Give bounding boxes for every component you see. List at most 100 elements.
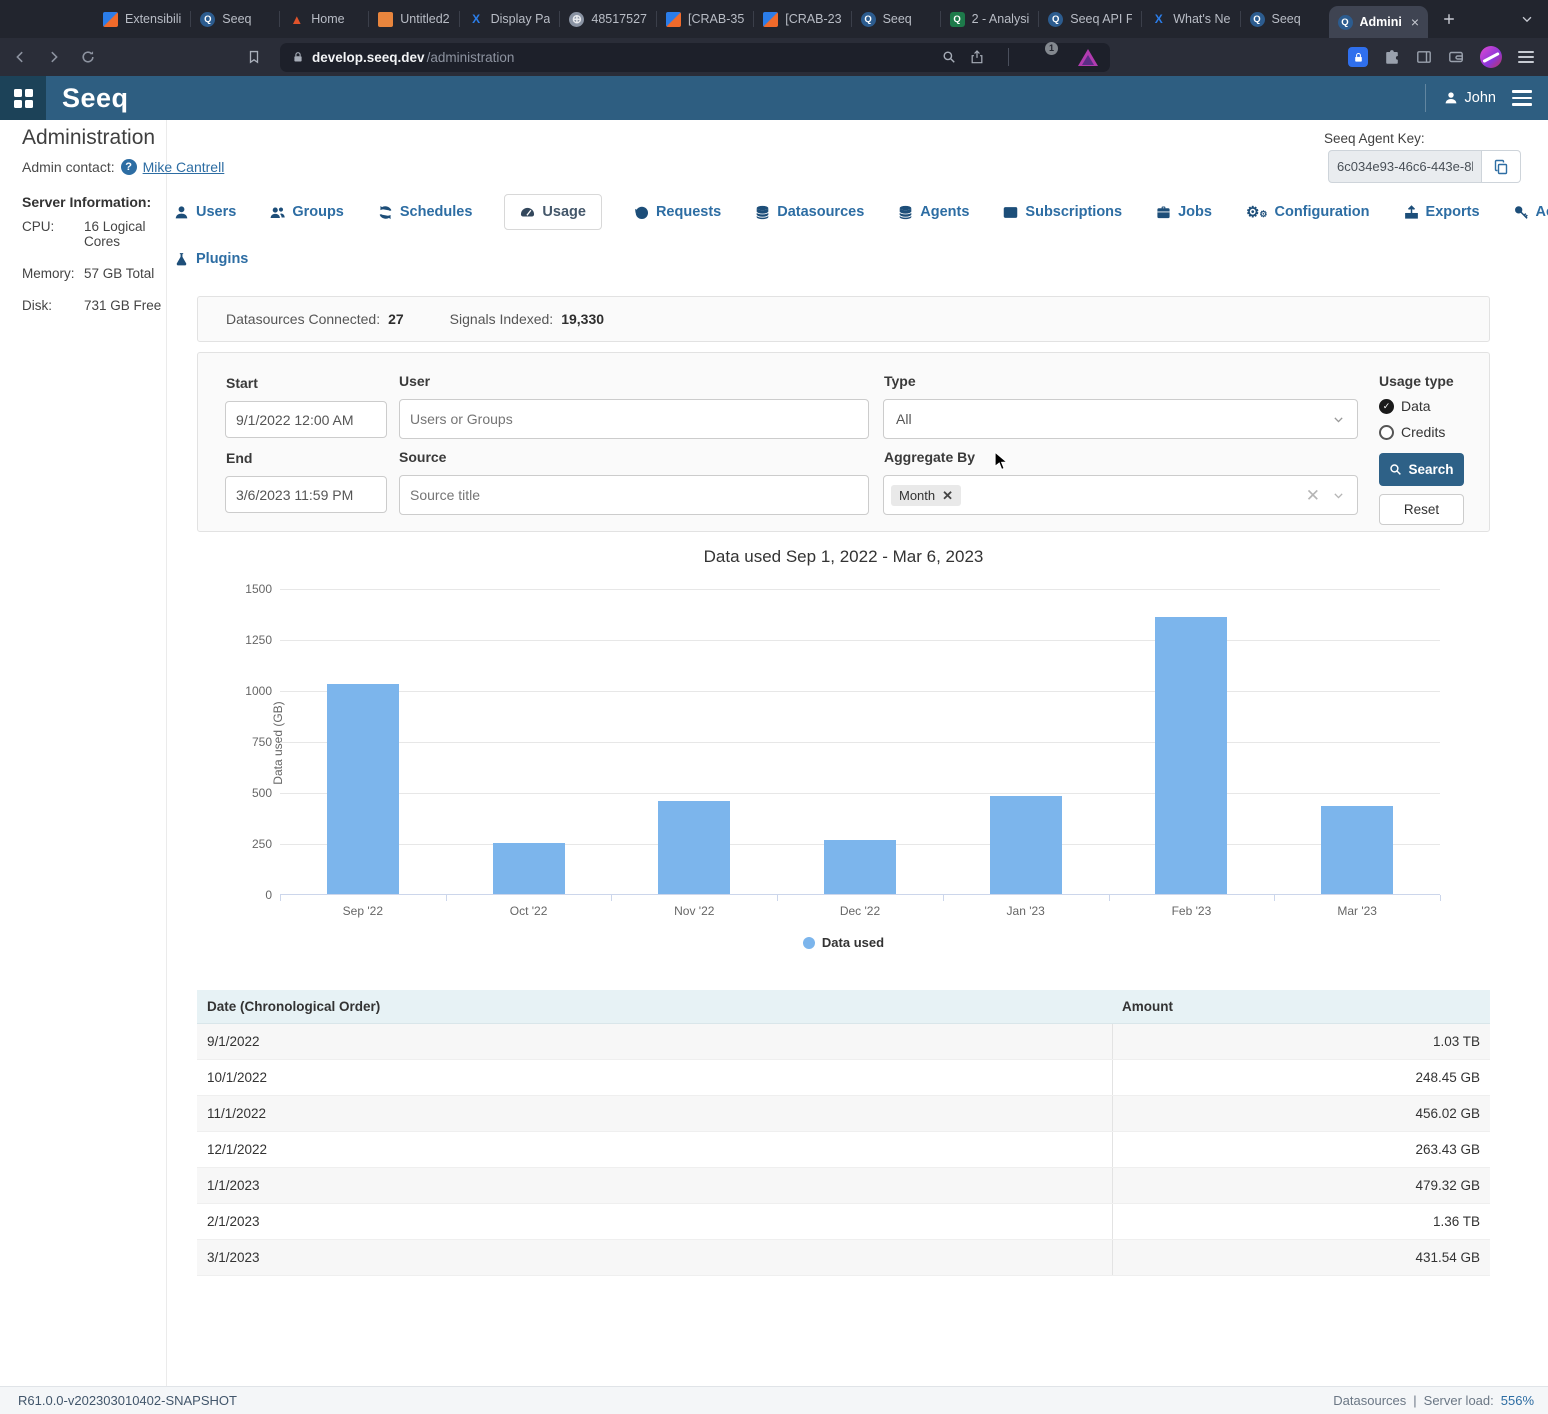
- browser-tab-crab-35[interactable]: [CRAB-35: [657, 0, 753, 38]
- status-bar: R61.0.0-v202303010402-SNAPSHOT Datasourc…: [0, 1386, 1548, 1414]
- user-menu[interactable]: John: [1424, 84, 1496, 112]
- browser-tab-extensibili[interactable]: Extensibili: [94, 0, 190, 38]
- forward-button[interactable]: [40, 43, 68, 71]
- share-icon[interactable]: [970, 50, 984, 64]
- brave-rewards-icon[interactable]: [1078, 48, 1098, 66]
- person-icon: [1445, 92, 1456, 104]
- browser-menu-icon[interactable]: [1518, 51, 1534, 63]
- tab-exports[interactable]: Exports: [1402, 195, 1482, 229]
- user-filter-input[interactable]: [399, 399, 869, 439]
- server-info-row: Disk: 731 GB Free: [22, 298, 162, 313]
- end-date-input[interactable]: [225, 476, 387, 513]
- browser-tab-untitled2[interactable]: Untitled2: [369, 0, 458, 38]
- toolbar-separator: [1008, 48, 1009, 66]
- browser-tab-crab-23[interactable]: [CRAB-23: [754, 0, 850, 38]
- home-icon: ▲: [290, 11, 304, 27]
- footer-datasources-link[interactable]: Datasources: [1333, 1393, 1407, 1408]
- server-load-value[interactable]: 556%: [1500, 1393, 1534, 1408]
- y-axis-title: Data used (GB): [271, 701, 285, 785]
- x-axis-label: Mar '23: [1337, 904, 1377, 918]
- browser-tab-admini[interactable]: Q Admini ×: [1328, 6, 1429, 38]
- browser-tab-2-analysi[interactable]: Q 2 - Analysi: [941, 0, 1039, 38]
- tab-requests[interactable]: Requests: [632, 195, 723, 229]
- tab-configuration[interactable]: ⚙⚙ Configuration: [1244, 195, 1372, 229]
- close-tab-icon[interactable]: ×: [1410, 14, 1420, 30]
- admin-contact-link[interactable]: Mike Cantrell: [142, 159, 225, 175]
- search-icon: [1390, 464, 1402, 475]
- browser-tab-label: Display Pa: [490, 12, 551, 26]
- cell-amount: 456.02 GB: [1112, 1096, 1490, 1131]
- browser-tab-seeq-api-f[interactable]: Q Seeq API F: [1039, 0, 1141, 38]
- tab-plugins[interactable]: Plugins: [172, 242, 250, 276]
- tab-label: Requests: [655, 204, 722, 220]
- radio-data[interactable]: ✓ Data: [1379, 398, 1431, 414]
- browser-tab-what-s-ne[interactable]: X What's Ne: [1142, 0, 1239, 38]
- server-info-heading: Server Information:: [22, 194, 152, 210]
- remove-month-icon[interactable]: ✕: [942, 487, 954, 503]
- new-tab-button[interactable]: [1434, 4, 1464, 34]
- usage-chart: Data used Sep 1, 2022 - Mar 6, 2023 Data…: [197, 536, 1490, 976]
- tab-jobs[interactable]: Jobs: [1154, 195, 1214, 229]
- tab-agents[interactable]: Agents: [896, 195, 971, 229]
- sidebar-toggle-icon[interactable]: [1416, 49, 1432, 65]
- seeq-logo: Seeq: [62, 82, 129, 113]
- browser-tab-seeq[interactable]: Q Seeq: [1241, 0, 1329, 38]
- browser-tab-seeq[interactable]: Q Seeq: [852, 0, 940, 38]
- address-bar[interactable]: develop.seeq.dev/administration 1: [280, 41, 1110, 72]
- source-filter-input[interactable]: [399, 475, 869, 515]
- start-date-input[interactable]: [225, 401, 387, 438]
- app-menu-icon[interactable]: [1512, 90, 1532, 106]
- zoom-page-icon[interactable]: [942, 50, 956, 64]
- chart-gridline: [280, 589, 1440, 590]
- table-row: 9/1/2022 1.03 TB: [197, 1024, 1490, 1060]
- source-label: Source: [399, 449, 447, 465]
- legend-item-data-used[interactable]: Data used: [802, 935, 884, 950]
- tab-users[interactable]: Users: [172, 195, 238, 229]
- browser-tab-label: Untitled2: [400, 12, 450, 26]
- datasources-connected-value: 27: [388, 311, 404, 327]
- app-switcher-button[interactable]: [0, 76, 46, 120]
- aggregate-by-multiselect[interactable]: Month ✕ ✕: [883, 475, 1358, 515]
- brave-shield-icon[interactable]: 1: [1033, 41, 1058, 68]
- usage-table: Date (Chronological Order) Amount 9/1/20…: [197, 990, 1490, 1276]
- cell-amount: 1.36 TB: [1112, 1204, 1490, 1239]
- browser-tab-label: Seeq API F: [1070, 12, 1133, 26]
- server-info-value: 731 GB Free: [84, 298, 162, 313]
- tab-search-chevron-icon[interactable]: [1520, 12, 1534, 26]
- browser-tab-display-pa[interactable]: X Display Pa: [460, 0, 560, 38]
- tab-subscriptions[interactable]: Subscriptions: [1001, 195, 1124, 229]
- globe-icon: ⊕: [569, 11, 585, 27]
- profile-avatar[interactable]: [1480, 46, 1502, 68]
- agent-key-input[interactable]: [1328, 150, 1482, 183]
- browser-tab-seeq[interactable]: Q Seeq: [191, 0, 279, 38]
- tab-access-keys[interactable]: Access Keys: [1512, 195, 1548, 229]
- password-extension-icon[interactable]: [1348, 47, 1368, 67]
- browser-tab-home[interactable]: ▲ Home: [280, 0, 368, 38]
- server-load-label: Server load:: [1423, 1393, 1494, 1408]
- table-row: 3/1/2023 431.54 GB: [197, 1240, 1490, 1276]
- tab-datasources[interactable]: Datasources: [753, 195, 866, 229]
- wallet-icon[interactable]: [1448, 49, 1464, 65]
- tab-schedules[interactable]: Schedules: [376, 195, 475, 229]
- tab-groups[interactable]: Groups: [268, 195, 346, 229]
- browser-tab-48517527[interactable]: ⊕ 48517527: [560, 0, 656, 38]
- clear-selection-icon[interactable]: ✕: [1305, 485, 1320, 505]
- type-select[interactable]: All: [883, 399, 1358, 439]
- reset-button[interactable]: Reset: [1379, 494, 1464, 525]
- tab-usage[interactable]: Usage: [504, 194, 602, 230]
- tab-label: Users: [196, 204, 237, 220]
- extensions-puzzle-icon[interactable]: [1384, 49, 1400, 65]
- bookmark-icon[interactable]: [240, 43, 268, 71]
- cell-amount: 248.45 GB: [1112, 1060, 1490, 1095]
- radio-credits[interactable]: Credits: [1379, 424, 1445, 440]
- admin-contact-label: Admin contact:: [22, 159, 115, 175]
- browser-tab-label: 2 - Analysi: [971, 12, 1030, 26]
- copy-agent-key-button[interactable]: [1482, 150, 1521, 183]
- reload-button[interactable]: [74, 43, 102, 71]
- browser-tab-label: [CRAB-23: [785, 12, 842, 26]
- database-icon: [755, 205, 770, 220]
- tab-label: Subscriptions: [1025, 204, 1123, 220]
- x-axis-tick: [1108, 895, 1110, 901]
- back-button[interactable]: [6, 43, 34, 71]
- search-button[interactable]: Search: [1379, 453, 1464, 486]
